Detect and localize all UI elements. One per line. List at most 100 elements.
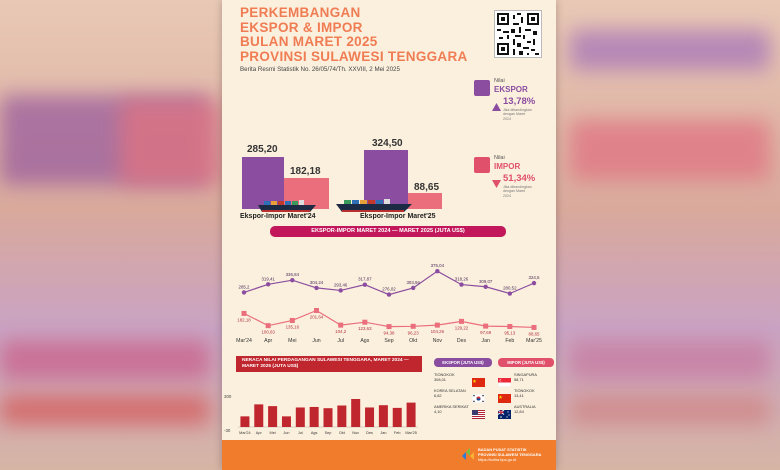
impor-data-label: 104,2 [335,329,347,334]
arrow-up-icon [492,98,501,116]
impor-2025-bar [408,193,442,209]
impor-point [338,322,344,328]
x-tick-label: Des [457,338,467,344]
partner-name: TIONGKOK [434,372,455,377]
title-line: PROVINSI SULAWESI TENGGARA [240,48,468,64]
impor-data-label: 96,23 [408,330,420,335]
neraca-bar [406,402,416,427]
x-tick-label: Jan [481,338,489,344]
china-flag-icon [472,374,485,392]
neraca-bar [323,408,333,427]
partner-value: 58,71 [514,376,524,382]
footer-bar [222,440,556,470]
neraca-bar [268,406,278,427]
impor-data-label: 97,69 [480,330,492,335]
impor-2024-bar [284,178,329,209]
ekspor-data-label: 319,41 [261,276,275,281]
impor-point [314,308,319,314]
ekspor-point [314,285,319,291]
partner-value: 13,41 [514,392,524,398]
partner-value: 308,01 [434,376,446,382]
title-line: PERKEMBANGAN [240,5,361,20]
x-tick-label: Sep [325,431,332,435]
neraca-bar-chart: 300 -30 Mar'24 Apr Mei Jun Jul Ags Sep Okt Nov Des J… [224,394,418,435]
bg-blob [570,395,770,425]
partner-value: 6,62 [434,392,442,398]
partner-name: KOREA SELATAN [434,388,466,393]
bg-blob [570,340,770,380]
neraca-banner: NERACA NILAI PERDAGANGAN SULAWESI TENGGA… [236,356,422,372]
ekspor-2024-bar [242,157,284,209]
neraca-bar [351,398,361,427]
ekspor-data-label: 285,2 [239,284,251,289]
x-tick-label: Ags [360,338,369,344]
ekspor-data-label: 280,52 [503,286,517,291]
partner-item: SINGAPURA 58,71 [514,372,537,383]
impor-point [241,310,247,316]
impor-data-label: 123,63 [358,326,372,331]
x-tick-label: Mei [288,338,296,344]
qr-code[interactable] [494,10,542,58]
ekspor-data-label: 293,46 [334,282,348,287]
neraca-bar [378,405,388,427]
ekspor-point [241,290,247,295]
x-tick-label: Mar'25 [526,338,542,344]
ekspor-point [531,280,537,286]
impor-data-label: 129,22 [455,325,469,330]
ekspor-data-label: 303,94 [406,280,420,285]
ekspor-note: Jika dibandingkan dengan Maret 2024 [503,108,532,121]
ekspor-data-label: 336,84 [286,272,300,277]
impor-2024-value: 182,18 [290,166,321,177]
ekspor-point [459,282,464,287]
australia-flag-icon [497,406,511,424]
china-flag-icon [498,390,511,408]
impor-change-value: 51,34% [503,173,536,184]
partner-name: SINGAPURA [514,372,537,377]
ekspor-label: EKSPOR [494,85,528,94]
x-tick-label: Mar'24 [239,431,251,435]
x-tick-label: Feb [394,431,401,435]
bps-logo-icon [460,446,476,467]
impor-point [265,323,271,329]
impor-point [459,318,464,324]
neraca-bar [365,407,375,427]
impor-box-icon [474,157,490,173]
footer-url[interactable]: https://sultra.bps.go.id [478,456,517,462]
impor-point [483,323,489,329]
ekspor-2025-value: 324,50 [372,138,403,149]
cargo-ship-icon [334,199,414,219]
title-line: BULAN MARET 2025 [240,34,378,49]
impor-point [410,323,416,329]
bg-blob [0,395,210,425]
neraca-bar [337,405,347,427]
impor-point [507,323,513,329]
ekspor-point [265,282,271,287]
x-tick-label: Feb [505,338,514,344]
ekspor-data-label: 309,07 [479,279,493,284]
x-tick-label: Mei [270,431,276,435]
ekspor-impor-line-chart: 285,2 319,41 336,84 304,24 293,46 317,87 276,0… [236,263,542,344]
title-line: EKSPOR & IMPOR [240,19,363,35]
impor-data-label: 182,18 [237,317,251,322]
x-tick-label: Jun [312,338,320,344]
partner-item: KOREA SELATAN 6,62 [434,388,466,399]
partner-item: TIONGKOK 13,41 [514,388,535,399]
ekspor-data-label: 324,5 [529,275,541,280]
partner-name: AUSTRALIA [514,404,536,409]
ekspor-point [290,278,295,283]
impor-data-label: 104,26 [431,329,445,334]
org-line: BADAN PUSAT STATISTIK [478,447,527,452]
x-tick-label: Sep [384,338,393,344]
poster-subtitle: Berita Resmi Statistik No. 26/05/74/Th. … [240,66,400,73]
ekspor-data-label: 276,02 [382,287,396,292]
impor-point [289,317,295,323]
korea-flag-icon [471,390,486,408]
ekspor-data-label: 375,04 [431,263,445,268]
line-chart-banner: EKSPOR-IMPOR MARET 2024 — MARET 2025 (JU… [270,226,506,237]
x-tick-label: Okt [339,431,346,435]
ekspor-prefix: Nilai [494,78,505,84]
ekspor-point [483,284,488,289]
partner-value: 12,84 [514,408,524,414]
x-tick-label: Jun [283,431,289,435]
partner-name: TIONGKOK [514,388,535,393]
